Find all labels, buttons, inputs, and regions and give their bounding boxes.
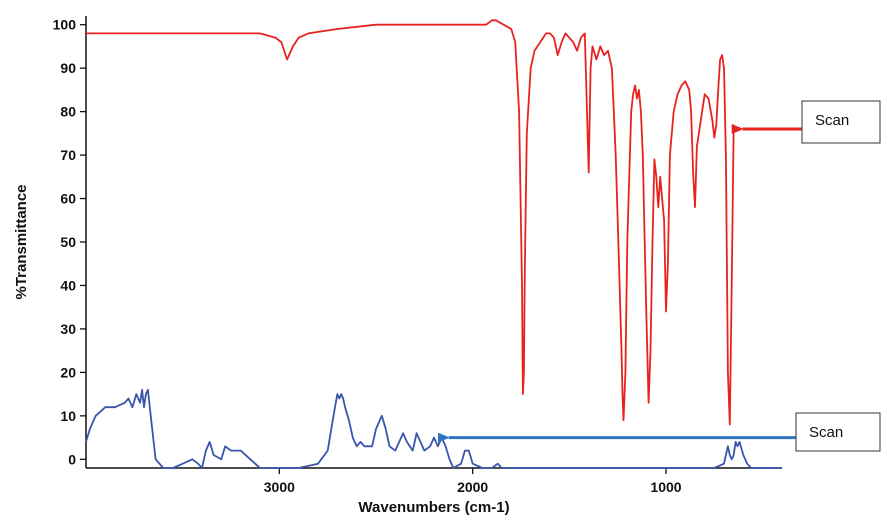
scan-callout-box xyxy=(801,100,881,144)
y-tick-label: 70 xyxy=(60,147,76,163)
x-tick-label: 2000 xyxy=(457,479,488,495)
series-layer xyxy=(85,19,782,469)
scan-callout-label: Scan xyxy=(809,424,843,441)
y-tick-label: 100 xyxy=(53,17,77,33)
axes xyxy=(85,16,782,469)
y-axis-title: %Transmittance xyxy=(13,184,30,299)
spectrum-series-2-line xyxy=(85,388,782,469)
scan-callout-label: Scan xyxy=(815,112,849,129)
y-tick-label: 20 xyxy=(60,364,76,380)
y-tick-label: 60 xyxy=(60,191,76,207)
annotation-layer: Scan Scan xyxy=(437,100,881,452)
x-axis-title: Wavenumbers (cm-1) xyxy=(358,499,509,516)
x-tick-label: 1000 xyxy=(650,479,681,495)
y-tick-label: 40 xyxy=(60,277,76,293)
y-tick-label: 10 xyxy=(60,408,76,424)
y-tick-label: 50 xyxy=(60,234,76,250)
x-tick-label: 3000 xyxy=(264,479,295,495)
y-tick-label: 0 xyxy=(68,451,76,467)
scan-callout-box xyxy=(795,412,881,452)
y-tick-label: 80 xyxy=(60,104,76,120)
y-tick-label: 90 xyxy=(60,60,76,76)
x-ticks: 3000 2000 1000 xyxy=(264,468,682,495)
spectrum-series-1-line xyxy=(86,19,735,426)
y-tick-label: 30 xyxy=(60,321,76,337)
